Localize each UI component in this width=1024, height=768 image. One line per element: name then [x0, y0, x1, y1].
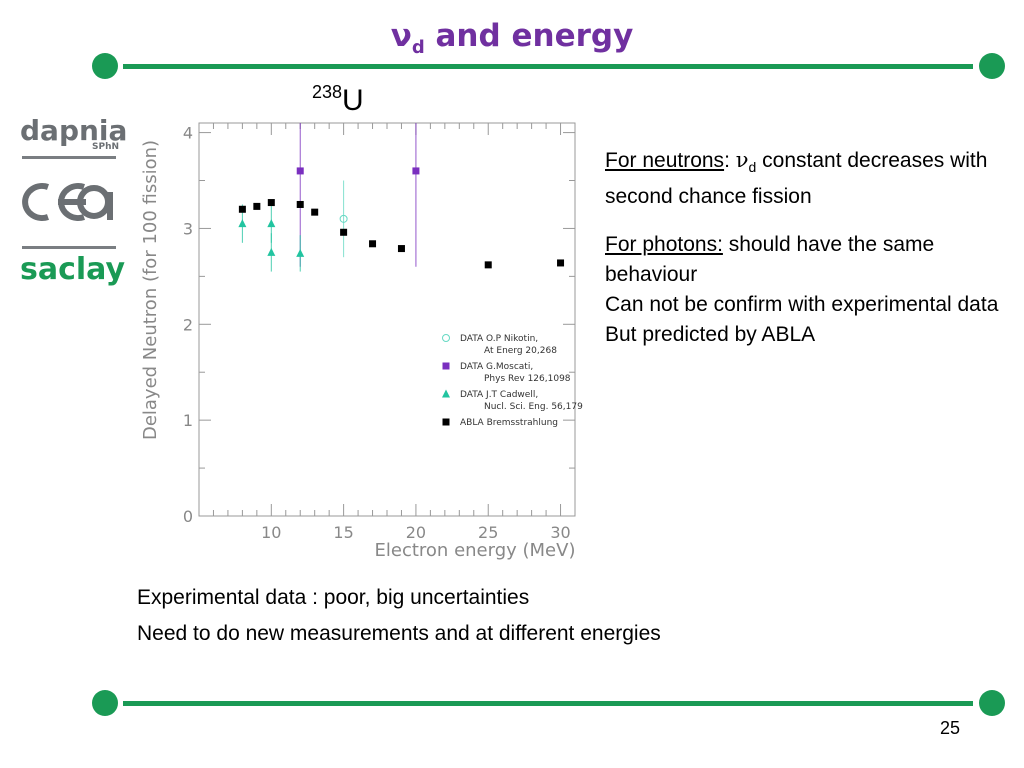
dapnia-logo: dapnia — [20, 114, 128, 147]
x-tick-label-25: 25 — [478, 523, 498, 542]
neutrons-text: constant decreases with second chance fi… — [605, 149, 988, 209]
legend-marker-1 — [442, 362, 450, 370]
data-point-s2-p0 — [238, 219, 247, 228]
data-point-s3-p1 — [253, 202, 261, 210]
logo-divider-1 — [22, 156, 116, 159]
y-tick-label-0: 0 — [183, 507, 193, 526]
top-right-dot — [979, 53, 1005, 79]
legend-label-3: ABLA Bremsstrahlung — [460, 418, 558, 428]
isotope-label: 238U — [312, 82, 364, 118]
photons-note: For photons: should have the same behavi… — [605, 230, 1005, 290]
cea-logo-text: cea — [20, 178, 22, 179]
legend-sublabel-1: Phys Rev 126,1098 — [484, 374, 571, 384]
abla-note: But predicted by ABLA — [605, 323, 816, 347]
y-tick-label-1: 1 — [183, 411, 193, 430]
top-rule — [123, 64, 973, 69]
data-point-s3-p3 — [296, 200, 304, 208]
data-point-s2-p3 — [296, 248, 305, 257]
nu-symbol: ν — [735, 148, 749, 172]
y-axis-label: Delayed Neutron (for 100 fission) — [140, 140, 161, 440]
plot-area — [198, 122, 576, 517]
sphn-logo: SPhN — [92, 142, 120, 152]
isotope-mass: 238 — [312, 82, 343, 102]
bottom-rule — [123, 701, 973, 706]
data-point-s1-p1 — [412, 167, 420, 175]
neutrons-note: For neutrons: νd constant decreases with… — [605, 145, 1005, 212]
legend-label-2: DATA J.T Cadwell, — [460, 390, 538, 400]
page-number: 25 — [940, 718, 961, 738]
data-point-s1-p0 — [296, 167, 304, 175]
data-point-s0-p0 — [339, 214, 348, 223]
y-tick-label-3: 3 — [183, 219, 193, 238]
bottom-left-dot — [92, 690, 118, 716]
legend-label-0: DATA O.P Nikotin, — [460, 334, 538, 344]
legend-marker-2 — [442, 389, 450, 398]
y-tick-label-2: 2 — [183, 315, 193, 334]
x-tick-label-10: 10 — [261, 523, 281, 542]
bottom-line-1: Experimental data : poor, big uncertaint… — [137, 586, 530, 609]
x-axis-label: Electron energy (MeV) — [375, 540, 576, 561]
photons-label: For photons: — [605, 233, 723, 257]
data-point-s2-p2 — [267, 219, 276, 228]
bottom-line-2: Need to do new measurements and at diffe… — [137, 622, 661, 645]
confirm-note: Can not be confirm with experimental dat… — [605, 293, 999, 317]
title-rest: and energy — [424, 18, 634, 54]
logo-divider-2 — [22, 246, 116, 249]
legend-marker-0 — [442, 334, 450, 342]
x-tick-label-30: 30 — [550, 523, 570, 542]
neutrons-label: For neutrons — [605, 149, 725, 172]
photons-text: should have the same behaviour — [605, 233, 935, 287]
data-point-s3-p7 — [397, 245, 405, 253]
data-point-s3-p2 — [267, 199, 275, 207]
slide-title: νd and energy — [0, 18, 1024, 58]
legend-label-1: DATA G.Moscati, — [460, 362, 533, 372]
notes-panel: For neutrons: νd constant decreases with… — [605, 145, 1005, 350]
data-point-s3-p8 — [484, 261, 492, 269]
data-point-s3-p5 — [340, 228, 348, 236]
delayed-neutron-chart: 0 1 2 3 4 10 15 20 25 30 DATA O.P Nikotin, At Ener… — [140, 122, 583, 561]
legend-sublabel-2: Nucl. Sci. Eng. 56,179 — [484, 402, 583, 412]
legend-sublabel-0: At Energ 20,268 — [484, 346, 557, 356]
data-point-s3-p0 — [238, 205, 246, 213]
y-tick-label-4: 4 — [183, 124, 193, 143]
title-nu: ν — [390, 18, 412, 54]
data-point-s2-p1 — [267, 247, 276, 256]
neutrons-colon: : — [724, 149, 736, 172]
bottom-right-dot — [979, 690, 1005, 716]
legend-marker-3 — [442, 418, 450, 426]
data-point-s3-p4 — [311, 208, 319, 216]
x-tick-label-15: 15 — [333, 523, 353, 542]
saclay-logo: saclay — [20, 252, 126, 287]
nu-sub: d — [748, 159, 757, 176]
data-point-s3-p9 — [557, 259, 565, 267]
title-sub: d — [411, 37, 425, 59]
x-tick-label-20: 20 — [406, 523, 426, 542]
top-left-dot — [92, 53, 118, 79]
data-point-s3-p6 — [369, 240, 377, 248]
cea-logo: cea — [20, 178, 113, 221]
isotope-symbol: U — [342, 84, 364, 117]
